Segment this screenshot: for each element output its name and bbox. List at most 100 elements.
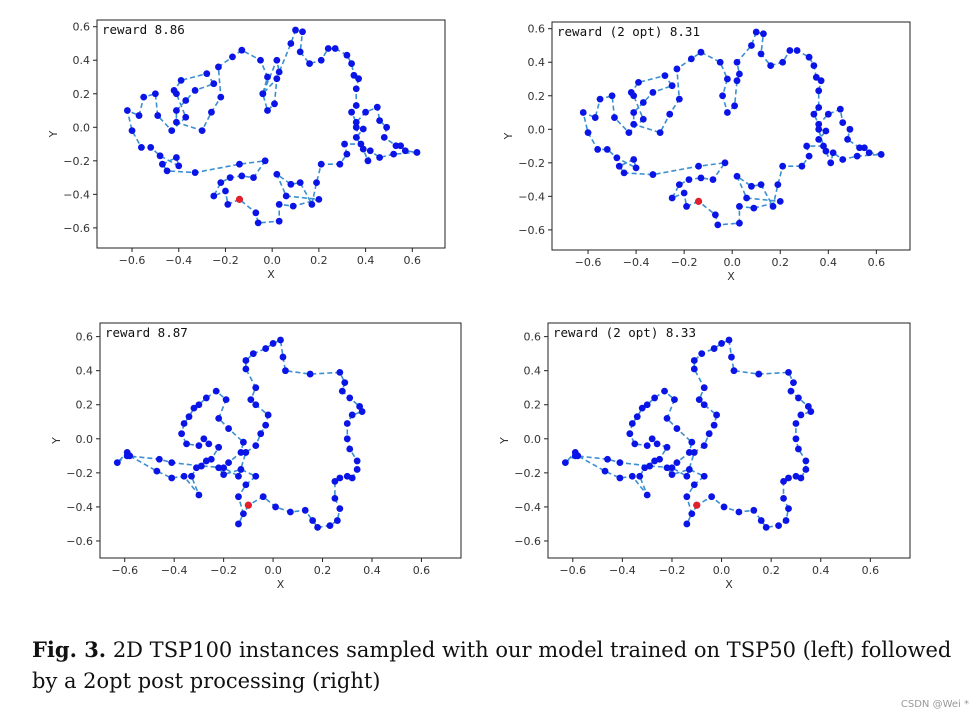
city-point [356,403,364,410]
plot-title: reward (2 opt) 8.33 [553,325,696,340]
city-point [683,203,690,210]
city-point [259,493,267,501]
city-point [697,48,705,56]
city-point [198,127,206,135]
city-point [242,365,250,373]
city-point [235,472,242,480]
city-point [638,404,646,412]
city-point [815,87,823,95]
city-point [579,109,587,116]
city-point [173,118,180,126]
plot-frame [99,322,462,559]
city-point [185,413,193,421]
city-point [795,445,802,453]
city-point [596,95,604,103]
city-point [802,466,810,473]
city-point [877,151,885,158]
city-point [333,517,341,524]
city-point [195,442,203,450]
city-point [113,459,121,467]
city-point [195,401,203,409]
tour-path [116,338,364,529]
city-point [331,494,339,502]
city-point [628,420,636,427]
city-point [653,440,661,448]
y-axis-label: Y [50,437,63,445]
city-point [180,472,188,480]
city-point [673,425,681,432]
city-point [632,164,640,172]
city-point [259,90,267,98]
city-point [287,40,295,47]
city-point [217,179,225,187]
city-point [296,179,304,187]
city-point [762,523,770,531]
city-point [668,82,676,90]
city-point [362,108,369,116]
city-point [383,123,391,131]
city-point [736,219,743,227]
city-point [603,146,611,153]
figure-caption-text: 2D TSP100 instances sampled with our mod… [32,638,952,693]
city-point [685,449,693,456]
city-point [643,491,651,499]
city-point [620,169,628,177]
y-tick-label: −0.4 [518,190,545,203]
city-point [343,420,351,427]
city-point [714,221,722,229]
city-point [688,510,696,518]
y-axis-label: Y [500,437,511,445]
city-point [822,127,830,135]
city-point [829,149,837,157]
city-point [324,45,332,52]
y-tick-label: −0.2 [514,467,541,480]
city-point [661,72,669,80]
city-point [215,464,223,472]
city-point [173,154,180,161]
city-point [671,396,678,404]
y-tick-label: −0.6 [63,222,90,235]
city-point [820,142,827,150]
city-point [561,459,569,467]
city-point [247,396,255,404]
city-point [366,147,374,155]
city-point [860,144,868,152]
city-point [591,114,599,121]
city-point [182,113,190,121]
city-point [720,503,728,511]
y-tick-label: 0.0 [524,433,542,446]
city-point [212,387,220,395]
city-point [792,472,800,480]
city-point [220,464,228,472]
city-point [798,162,806,170]
city-point [639,99,647,106]
city-point [797,411,805,419]
city-point [264,73,271,81]
city-point [782,517,790,524]
city-point [718,340,725,347]
city-point [683,493,691,501]
city-point [700,472,708,480]
x-tick-label: −0.2 [659,564,686,577]
city-point [716,58,724,66]
city-point [792,435,800,443]
city-point [805,53,813,61]
x-tick-label: 0.4 [363,564,381,577]
city-point [352,85,360,93]
city-point [673,459,681,467]
city-point [249,350,257,358]
city-point [242,357,250,364]
city-point [254,219,262,227]
city-point [168,459,176,467]
city-point [364,157,372,165]
city-point [250,174,257,181]
city-point [275,201,283,208]
city-point [608,92,616,100]
city-point [222,187,229,195]
city-point [380,133,388,141]
city-point [736,70,743,78]
city-point [810,62,818,69]
city-point [785,368,792,376]
city-point [287,180,295,188]
city-point [731,102,739,110]
